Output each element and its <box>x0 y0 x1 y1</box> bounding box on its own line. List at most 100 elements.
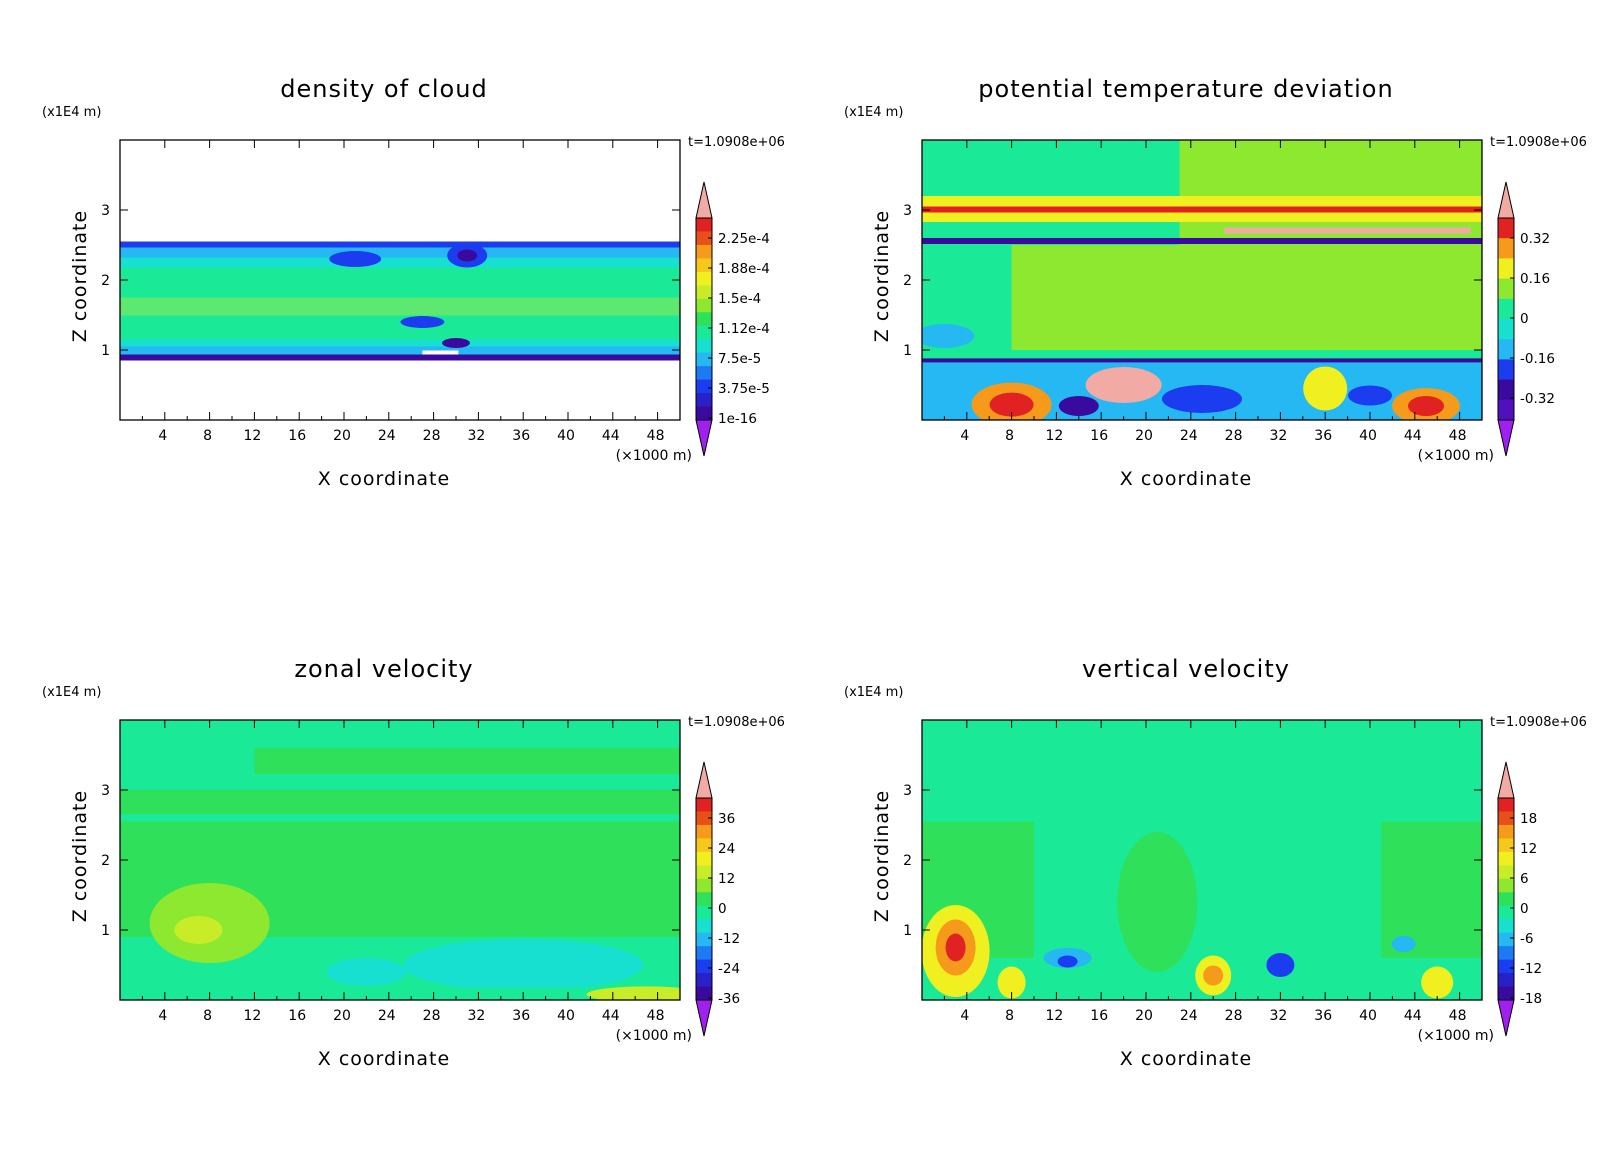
warm-plume-d-core <box>1408 396 1444 416</box>
colorbar-swatch <box>696 271 712 286</box>
x-tick-label: 28 <box>423 428 441 444</box>
surface-westerly <box>586 986 680 1000</box>
y-tick-label: 2 <box>903 273 912 289</box>
x-tick-label: 8 <box>1005 428 1014 444</box>
colorbar-swatch <box>696 986 712 1001</box>
field <box>120 140 680 420</box>
colorbar-label: 7.5e-5 <box>718 351 761 367</box>
x-tick-label: 28 <box>1225 1008 1243 1024</box>
x-tick-label: 16 <box>1090 428 1108 444</box>
colorbar-label: -6 <box>1520 931 1533 947</box>
colorbar-label: 24 <box>718 841 735 857</box>
colorbar-top-triangle <box>1497 761 1515 799</box>
colorbar-swatch <box>696 959 712 974</box>
updraft-a-peak <box>945 933 966 962</box>
x-tick-label: 12 <box>1045 1008 1063 1024</box>
x-axis-label: X coordinate <box>1120 468 1252 490</box>
easterly-band <box>403 939 644 991</box>
x-tick-label: 36 <box>512 428 530 444</box>
colorbar-label: -18 <box>1520 991 1542 1007</box>
time-label: t=1.0908e+06 <box>1490 715 1587 730</box>
colorbar-swatch <box>1498 959 1514 974</box>
colorbar-swatch <box>696 244 712 259</box>
field <box>120 720 680 1000</box>
colorbar-label: -24 <box>718 961 740 977</box>
cloud-layer-base-band <box>120 346 680 355</box>
cloud-layer-top-edge <box>120 241 680 248</box>
colorbar-swatch <box>696 393 712 408</box>
x-tick-label: 4 <box>960 1008 969 1024</box>
upper-jet <box>254 748 680 774</box>
field <box>922 140 1482 420</box>
x-tick-label: 40 <box>1359 428 1377 444</box>
colorbar-swatch <box>1498 851 1514 866</box>
colorbar-bottom-triangle <box>1497 999 1515 1037</box>
x-tick-label: 28 <box>1225 428 1243 444</box>
cloud-filament-b <box>400 316 445 328</box>
colorbar-label: 1.12e-4 <box>718 321 770 337</box>
warm-plume-b <box>1085 367 1162 403</box>
cool-patch-left <box>922 324 975 348</box>
westerly-core <box>174 916 223 944</box>
colorbar-frame <box>1497 797 1515 1001</box>
colorbar-swatch <box>696 838 712 853</box>
warm-plume-a-core <box>989 392 1034 417</box>
colorbar-swatch <box>696 339 712 354</box>
x-tick-label: 20 <box>1135 1008 1153 1024</box>
y-tick-label: 2 <box>903 853 912 869</box>
x-tick-label: 44 <box>1404 1008 1422 1024</box>
colorbar-label: -12 <box>1520 961 1542 977</box>
x-tick-label: 32 <box>1269 1008 1287 1024</box>
warm-plume-c <box>1303 366 1348 411</box>
colorbar-swatch <box>696 352 712 367</box>
colorbar-label: -0.32 <box>1520 391 1555 407</box>
colorbar: 0.32 0.16 0 -0.16 -0.32 <box>1497 181 1555 457</box>
colorbar-swatch <box>696 851 712 866</box>
updraft-d <box>1421 966 1454 999</box>
colorbar-swatch <box>696 865 712 880</box>
colorbar-top-triangle <box>1497 181 1515 219</box>
x-tick-label: 44 <box>602 428 620 444</box>
jet-band <box>120 790 680 814</box>
colorbar-swatch <box>1498 919 1514 934</box>
x-tick-label: 20 <box>333 428 351 444</box>
colorbar-label: 2.25e-4 <box>718 231 770 247</box>
colorbar-label: 0.16 <box>1520 271 1550 287</box>
cloud-layer-bottom-edge <box>120 354 680 361</box>
x-tick-label: 32 <box>467 428 485 444</box>
colorbar-label: -12 <box>718 931 740 947</box>
colorbar-swatch <box>696 973 712 988</box>
field <box>922 720 1482 1000</box>
x-tick-label: 44 <box>1404 428 1422 444</box>
colorbar-bottom-triangle <box>695 999 713 1037</box>
cloud-layer-upper-band <box>120 257 680 268</box>
colorbar-swatch <box>1498 238 1514 259</box>
colorbar-swatch <box>696 218 712 232</box>
cloud-layer-top-band <box>120 247 680 258</box>
x-tick-label: 40 <box>557 1008 575 1024</box>
colorbar-label: -36 <box>718 991 740 1007</box>
x-tick-label: 24 <box>378 428 396 444</box>
colorbar-swatch <box>1498 865 1514 880</box>
panel-4: vertical velocity(x1E4 m)t=1.0908e+064 8 1… <box>844 655 1587 1070</box>
colorbar-swatch <box>1498 278 1514 300</box>
colorbar-swatch <box>696 298 712 313</box>
downdraft-b <box>1266 953 1295 977</box>
y-axis-label: Z coordinate <box>69 790 91 922</box>
x-tick-label: 48 <box>1449 1008 1467 1024</box>
colorbar-top-triangle <box>695 761 713 799</box>
x-axis-label: X coordinate <box>318 1048 450 1070</box>
surface-layer <box>120 987 680 1000</box>
x-tick-label: 16 <box>1090 1008 1108 1024</box>
tropopause-red <box>922 206 1482 213</box>
colorbar-bottom-triangle <box>695 419 713 457</box>
x-unit-label: (×1000 m) <box>1418 448 1494 464</box>
colorbar-swatch <box>696 824 712 839</box>
colorbar-top-triangle <box>695 181 713 219</box>
x-tick-label: 4 <box>158 1008 167 1024</box>
x-tick-label: 48 <box>1449 428 1467 444</box>
cloud-filament-a <box>329 251 382 267</box>
tropopause-purple <box>922 238 1482 244</box>
colorbar-swatch <box>1498 359 1514 381</box>
x-tick-label: 16 <box>288 1008 306 1024</box>
